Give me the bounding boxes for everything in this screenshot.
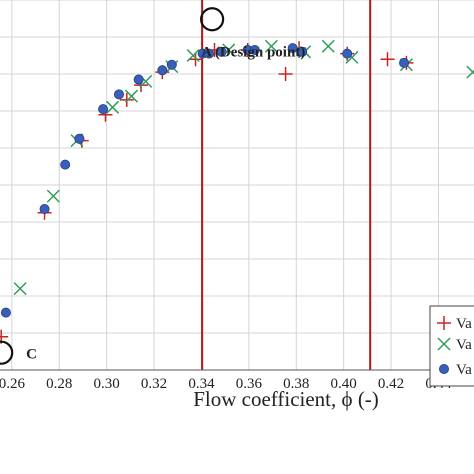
point-dot-1 [39,204,50,215]
x-tick-label-3: 0.32 [141,376,167,392]
legend-marker-dot [438,363,449,374]
point-dot-16 [342,48,353,59]
point-dot-0 [0,307,11,318]
x-tick-label-7: 0.40 [331,376,357,392]
point-dot-4 [98,104,109,115]
point-dot-14 [287,43,298,54]
point-dot-2 [60,159,71,170]
annotation-design-point: A (Design point) [201,44,305,60]
annotations: A (Design point) C [0,7,305,365]
x-tick-label-2: 0.30 [94,376,120,392]
x-tick-label-5: 0.36 [236,376,263,392]
x-axis-label: Flow coefficient, ϕ (-) [193,387,379,411]
x-tick-labels: 0.260.280.300.320.340.360.380.400.420.44 [0,376,452,392]
legend-label-2: Va [456,337,472,353]
point-dot-15 [297,46,308,57]
legend: Va Va Va [429,305,474,387]
legend-marker-plus [437,316,451,330]
x-tick-label-8: 0.42 [378,376,404,392]
legend-box [429,305,474,387]
legend-label-1: Va [456,316,472,332]
point-cross-0 [13,282,27,296]
legend-marker-cross [437,337,451,351]
point-c-circle [0,340,14,365]
point-cross-11 [321,39,335,53]
point-cross-14 [466,65,474,79]
point-cross-3 [106,100,120,114]
reference-lines [201,0,372,370]
point-dot-3 [74,133,85,144]
point-plus-10 [278,67,293,81]
point-dot-10 [204,48,215,59]
point-cross-7 [186,48,200,63]
x-tick-label-4: 0.34 [188,376,215,392]
point-dot-11 [216,46,227,57]
legend-label-3: Va [456,362,472,378]
point-dot-13 [249,44,260,55]
point-dot-7 [157,65,168,76]
point-cross-9 [264,39,278,53]
annotation-c: C [26,347,37,363]
point-plus-7 [188,52,203,67]
data-series [0,39,474,344]
x-tick-label-0: 0.26 [0,376,25,392]
grid-lines [0,0,474,370]
point-dot-5 [113,89,124,100]
point-cross-1 [46,189,60,203]
point-dot-17 [399,57,410,68]
point-plus-13 [380,52,395,67]
design-point-circle [200,7,225,32]
x-tick-label-6: 0.38 [283,376,309,392]
point-cross-4 [125,89,139,103]
point-dot-6 [133,74,144,85]
x-tick-label-1: 0.28 [46,376,72,392]
point-dot-8 [166,59,177,70]
